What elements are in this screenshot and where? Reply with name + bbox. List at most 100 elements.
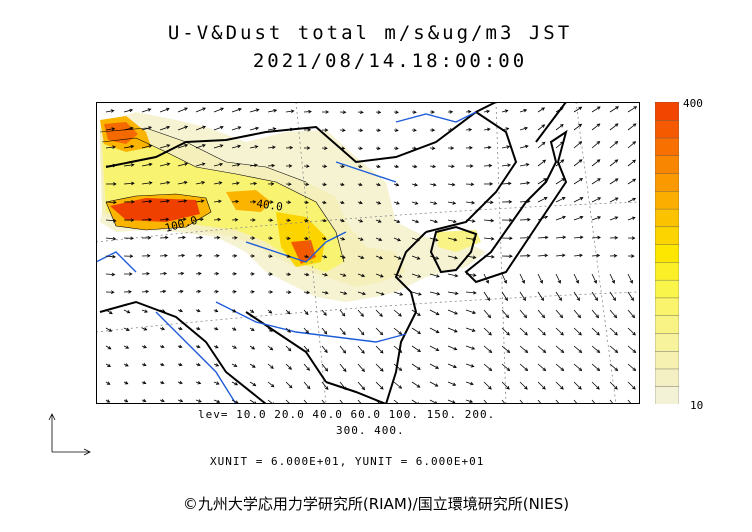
- wind-arrow: [195, 181, 205, 185]
- wind-arrow: [213, 163, 223, 167]
- wind-arrow: [447, 201, 456, 204]
- wind-arrowhead: [306, 164, 310, 168]
- wind-arrowhead: [359, 200, 363, 205]
- wind-arrow: [411, 399, 419, 404]
- wind-arrowhead: [453, 364, 457, 369]
- wind-arrow: [537, 273, 543, 284]
- wind-arrowhead: [342, 368, 347, 373]
- wind-arrowhead: [164, 235, 169, 240]
- wind-arrow: [249, 182, 257, 185]
- wind-arrow: [483, 219, 494, 222]
- wind-arrowhead: [125, 363, 129, 367]
- wind-arrowhead: [487, 314, 492, 319]
- wind-arrowhead: [435, 365, 440, 369]
- wind-arrowhead: [467, 109, 472, 114]
- wind-arrow: [285, 345, 292, 352]
- wind-arrowhead: [560, 386, 564, 390]
- wind-arrow: [141, 145, 152, 149]
- wind-arrowhead: [630, 297, 634, 302]
- wind-arrowhead: [362, 291, 366, 296]
- wind-arrow: [429, 183, 436, 186]
- wind-arrowhead: [341, 164, 345, 169]
- wind-arrowhead: [579, 253, 583, 258]
- wind-arrowhead: [109, 310, 113, 315]
- wind-arrow: [555, 381, 564, 390]
- wind-arrow: [447, 363, 457, 368]
- wind-arrowhead: [196, 326, 201, 331]
- copyright-notice: ©九州大学応用力学研究所(RIAM)/国立環境研究所(NIES): [182, 495, 570, 513]
- wind-arrow: [609, 159, 618, 167]
- wind-arrowhead: [541, 141, 546, 146]
- wind-arrowhead: [359, 237, 364, 241]
- wind-arrow: [573, 381, 582, 390]
- wind-arrow: [429, 327, 440, 333]
- wind-arrowhead: [417, 274, 422, 278]
- wind-arrowhead: [454, 291, 459, 296]
- wind-arrowhead: [323, 312, 327, 316]
- wind-arrow: [501, 273, 507, 284]
- wind-arrowhead: [488, 386, 492, 390]
- wind-arrowhead: [290, 127, 294, 132]
- wind-arrow: [591, 381, 600, 390]
- wind-arrowhead: [322, 200, 327, 205]
- wind-arrow: [177, 254, 185, 257]
- wind-arrow: [429, 291, 440, 295]
- wind-arrowhead: [377, 128, 381, 132]
- wind-arrow: [465, 201, 475, 204]
- wind-arrowhead: [508, 218, 513, 222]
- wind-arrowhead: [342, 273, 347, 277]
- wind-arrow: [591, 273, 597, 284]
- wind-arrowhead: [164, 253, 168, 258]
- wind-arrow: [141, 182, 152, 185]
- wind-arrow: [537, 197, 548, 203]
- wind-arrowhead: [323, 164, 328, 169]
- wind-arrow: [411, 309, 421, 316]
- wind-arrow: [591, 327, 600, 336]
- wind-arrowhead: [614, 197, 619, 201]
- wind-arrowhead: [560, 141, 564, 145]
- wind-arrowhead: [414, 201, 419, 205]
- wind-arrowhead: [148, 126, 152, 130]
- wind-arrowhead: [113, 182, 117, 186]
- wind-arrowhead: [413, 164, 418, 169]
- wind-arrowhead: [432, 182, 437, 187]
- wind-arrowhead: [544, 235, 549, 240]
- wind-arrowhead: [306, 146, 311, 150]
- wind-arrow: [393, 309, 402, 317]
- wind-arrowhead: [413, 110, 417, 114]
- legend-min-label: 10: [690, 399, 704, 412]
- wind-arrow: [501, 164, 511, 167]
- wind-arrow: [393, 345, 402, 353]
- wind-arrowhead: [471, 219, 476, 223]
- wind-arrow: [375, 309, 383, 317]
- wind-arrowhead: [578, 386, 582, 390]
- wind-arrowhead: [361, 386, 366, 391]
- wind-arrowhead: [182, 235, 186, 240]
- wind-arrowhead: [254, 163, 258, 168]
- wind-arrowhead: [215, 381, 220, 385]
- dust-region-korea: [436, 230, 481, 252]
- wind-arrow: [267, 109, 277, 113]
- wind-arrowhead: [379, 313, 383, 317]
- wind-arrowhead: [306, 385, 311, 390]
- wind-arrowhead: [124, 399, 129, 403]
- wind-arrow: [591, 291, 598, 301]
- wind-arrow: [555, 178, 565, 185]
- wind-arrow: [339, 381, 347, 390]
- wind-arrowhead: [451, 164, 455, 169]
- wind-arrow: [501, 110, 508, 113]
- wind-arrowhead: [163, 271, 168, 276]
- wind-arrowhead: [557, 279, 561, 284]
- wind-arrowhead: [106, 399, 111, 403]
- wind-arrow: [447, 399, 456, 404]
- wind-arrow: [591, 216, 601, 221]
- wind-arrowhead: [376, 164, 381, 169]
- wind-arrow: [357, 291, 366, 295]
- wind-arrow: [555, 254, 565, 257]
- wind-arrowhead: [183, 199, 188, 203]
- wind-arrowhead: [397, 237, 402, 242]
- wind-arrow: [267, 146, 276, 149]
- wind-arrowhead: [305, 272, 310, 277]
- wind-arrowhead: [453, 219, 457, 224]
- wind-arrow: [537, 381, 546, 390]
